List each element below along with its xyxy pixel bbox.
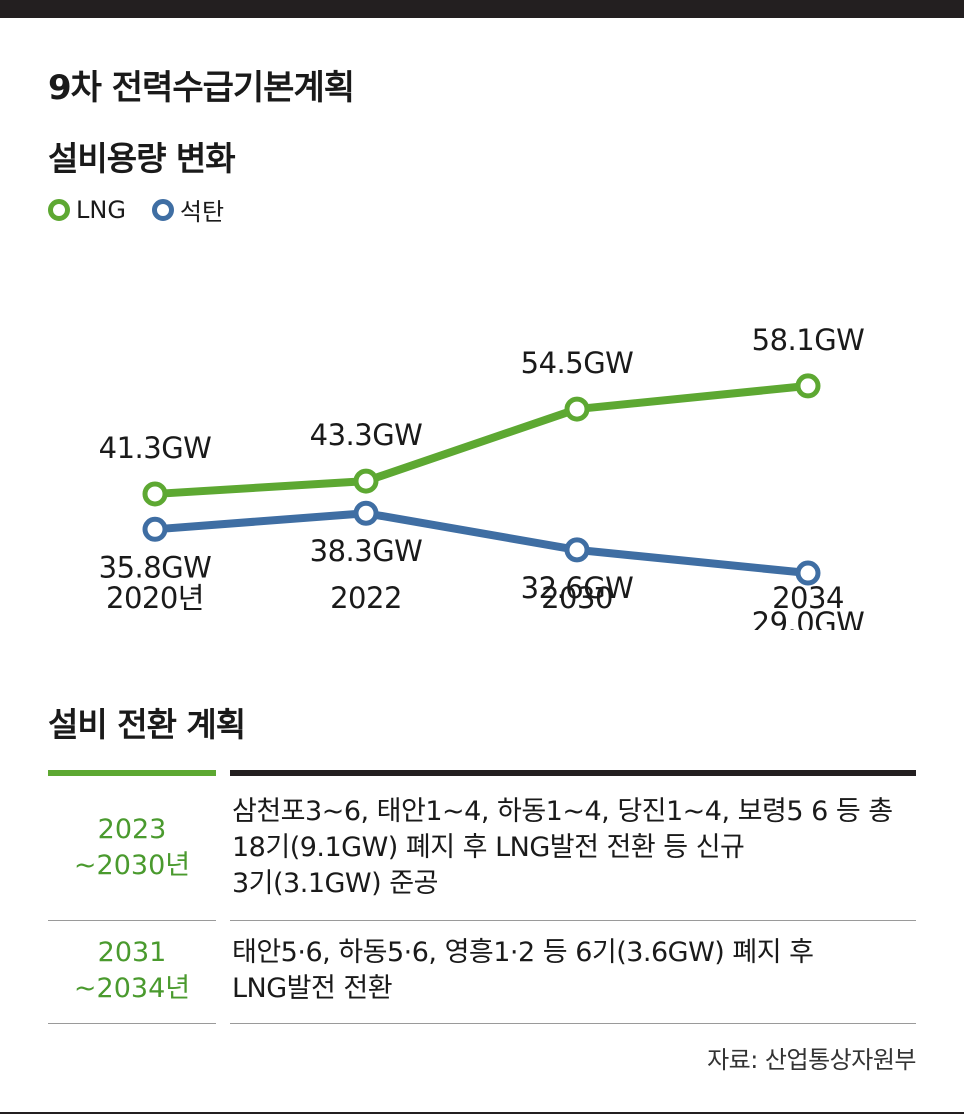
source-note: 자료: 산업통상자원부 bbox=[707, 1046, 916, 1074]
x-tick-label: 2030 bbox=[541, 581, 613, 615]
description-line: 태안5·6, 하동5·6, 영흥1·2 등 6기(3.6GW) 폐지 후 bbox=[232, 937, 814, 968]
description-cell: 삼천포3~6, 태안1~4, 하동1~4, 당진1~4, 보령5 6 등 총 1… bbox=[230, 776, 916, 920]
data-point bbox=[564, 396, 590, 422]
period-cell: 2031 ~2034년 bbox=[48, 921, 216, 1023]
page-title: 9차 전력수급기본계획 bbox=[48, 68, 355, 108]
data-label: 38.3GW bbox=[310, 534, 423, 568]
data-label: 41.3GW bbox=[99, 431, 212, 465]
period-start: 2031 bbox=[97, 937, 167, 968]
section-title-plan: 설비 전환 계획 bbox=[48, 705, 246, 744]
bottom-bar bbox=[0, 1112, 964, 1114]
row-separator bbox=[48, 1023, 916, 1024]
plan-table: 2023 ~2030년 삼천포3~6, 태안1~4, 하동1~4, 당진1~4,… bbox=[48, 770, 916, 1024]
period-end: ~2030년 bbox=[73, 850, 191, 881]
description-line: 삼천포3~6, 태안1~4, 하동1~4, 당진1~4, 보령5 6 등 총 bbox=[232, 796, 893, 827]
data-label: 58.1GW bbox=[752, 323, 865, 357]
data-point bbox=[142, 516, 168, 542]
data-point bbox=[795, 373, 821, 399]
description-line: 18기(9.1GW) 폐지 후 LNG발전 전환 등 신규 bbox=[232, 832, 745, 863]
data-point bbox=[795, 560, 821, 586]
data-point bbox=[142, 481, 168, 507]
top-bar bbox=[0, 0, 964, 18]
data-label: 29.0GW bbox=[752, 606, 865, 630]
line-chart: 41.3GW 43.3GW 54.5GW 58.1GW 35.8GW 38.3GW 32.6… bbox=[99, 323, 865, 630]
coal-marker-icon bbox=[151, 198, 174, 221]
series-line-1 bbox=[151, 509, 812, 578]
x-tick-label: 2022 bbox=[330, 581, 402, 615]
data-point bbox=[564, 537, 590, 563]
lng-marker-icon bbox=[48, 198, 70, 221]
series-line-0 bbox=[151, 381, 812, 498]
chart-subtitle: 설비용량 변화 bbox=[48, 139, 236, 178]
legend-label-lng: LNG bbox=[76, 195, 126, 224]
chart-legend: LNG 석탄 bbox=[48, 192, 250, 227]
period-end: ~2034년 bbox=[73, 973, 191, 1004]
data-point bbox=[353, 500, 379, 526]
table-row: 2023 ~2030년 삼천포3~6, 태안1~4, 하동1~4, 당진1~4,… bbox=[48, 776, 916, 920]
description-line: LNG발전 전환 bbox=[232, 973, 393, 1004]
x-tick-label: 2034 bbox=[772, 581, 844, 615]
legend-item-lng: LNG bbox=[48, 196, 126, 224]
legend-label-coal: 석탄 bbox=[179, 198, 225, 226]
description-line: 3기(3.1GW) 준공 bbox=[232, 868, 438, 899]
legend-item-coal: 석탄 bbox=[151, 192, 225, 227]
data-label: 35.8GW bbox=[99, 550, 212, 584]
description-cell: 태안5·6, 하동5·6, 영흥1·2 등 6기(3.6GW) 폐지 후 LNG… bbox=[230, 921, 916, 1023]
table-header-rule bbox=[48, 770, 916, 776]
data-label: 32.6GW bbox=[521, 571, 634, 605]
data-label: 43.3GW bbox=[310, 418, 423, 452]
row-separator bbox=[48, 920, 916, 921]
data-label: 54.5GW bbox=[521, 346, 634, 380]
period-cell: 2023 ~2030년 bbox=[48, 776, 216, 920]
x-tick-label: 2020년 bbox=[106, 581, 204, 615]
data-point bbox=[353, 468, 379, 494]
table-row: 2031 ~2034년 태안5·6, 하동5·6, 영흥1·2 등 6기(3.6… bbox=[48, 921, 916, 1023]
period-start: 2023 bbox=[97, 814, 167, 845]
